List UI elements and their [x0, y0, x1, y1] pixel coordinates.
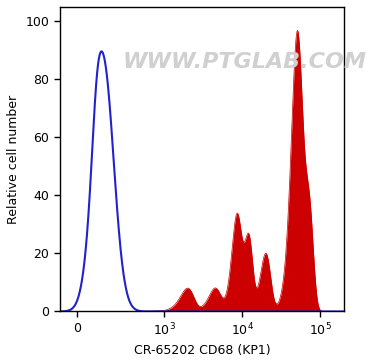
X-axis label: CR-65202 CD68 (KP1): CR-65202 CD68 (KP1) [134, 344, 270, 357]
Text: WWW.PTGLAB.COM: WWW.PTGLAB.COM [122, 52, 366, 72]
Y-axis label: Relative cell number: Relative cell number [7, 95, 20, 224]
